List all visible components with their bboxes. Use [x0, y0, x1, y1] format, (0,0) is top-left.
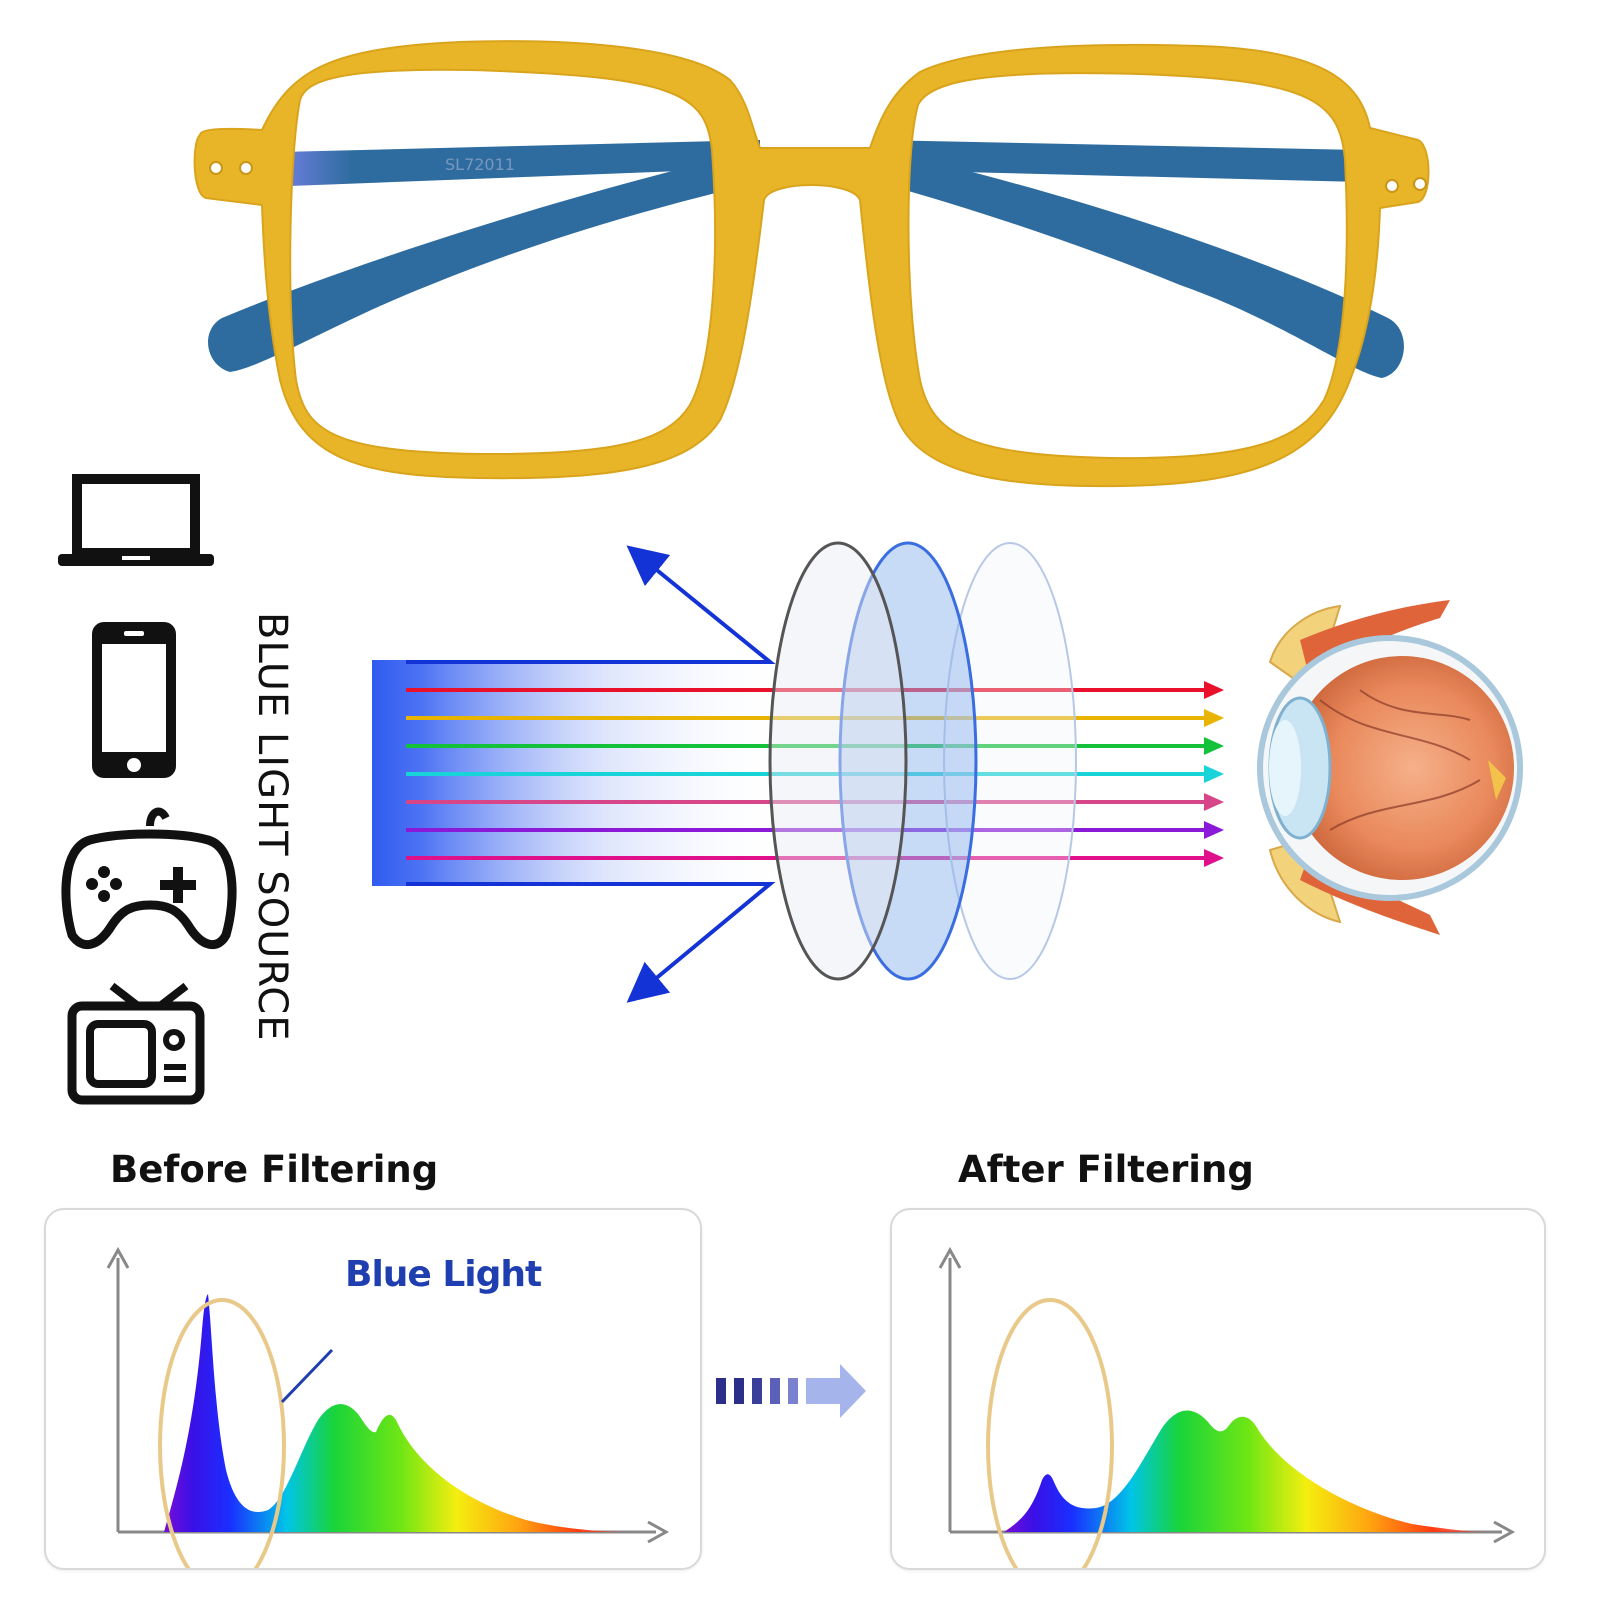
light-beam — [372, 545, 1224, 1003]
before-spectrum-curve — [164, 1294, 636, 1532]
rivet — [209, 161, 223, 175]
blocked-ray-bottom — [406, 882, 776, 1003]
left-temple — [280, 140, 760, 186]
rivet — [239, 161, 253, 175]
gamepad-icon — [61, 807, 237, 949]
television-icon — [67, 982, 205, 1105]
before-spectrum-plot — [106, 1246, 670, 1594]
smartphone-icon — [92, 622, 176, 778]
eye-illustration — [1257, 600, 1523, 935]
left-temple-arm — [208, 150, 771, 372]
after-filtering-title: After Filtering — [958, 1148, 1254, 1191]
clear-lens — [768, 541, 908, 981]
passed-ray-arrowhead — [1204, 821, 1224, 839]
passed-ray-arrowhead — [1204, 737, 1224, 755]
glasses: SL72011 — [193, 40, 1430, 488]
rivet — [1385, 179, 1399, 193]
blue-light-callout: Blue Light — [345, 1254, 542, 1295]
before-filtering-title: Before Filtering — [110, 1148, 439, 1191]
callout-line — [280, 1348, 334, 1404]
after-filtering-panel — [890, 1208, 1546, 1594]
blue-filter-lens — [838, 541, 978, 981]
laptop-icon — [58, 474, 214, 566]
passed-ray-arrowhead — [1204, 849, 1224, 867]
after-spectrum-plot — [938, 1246, 1516, 1594]
passed-ray-arrowhead — [1204, 793, 1224, 811]
after-spectrum-curve — [1004, 1410, 1492, 1532]
model-number: SL72011 — [445, 155, 515, 174]
before-filtering-panel — [44, 1208, 702, 1594]
passed-ray-arrowhead — [1204, 765, 1224, 783]
right-temple-top — [880, 140, 1362, 182]
lens-stack — [768, 541, 1077, 981]
frame — [193, 40, 1430, 488]
blocked-ray-top — [406, 545, 776, 664]
blue-light-source-label: BLUE LIGHT SOURCE — [249, 612, 295, 1042]
rivet — [1413, 177, 1427, 191]
transition-arrow — [716, 1364, 866, 1418]
right-temple-arm — [870, 150, 1404, 378]
passed-ray-arrowhead — [1204, 709, 1224, 727]
passed-ray-arrowhead — [1204, 681, 1224, 699]
